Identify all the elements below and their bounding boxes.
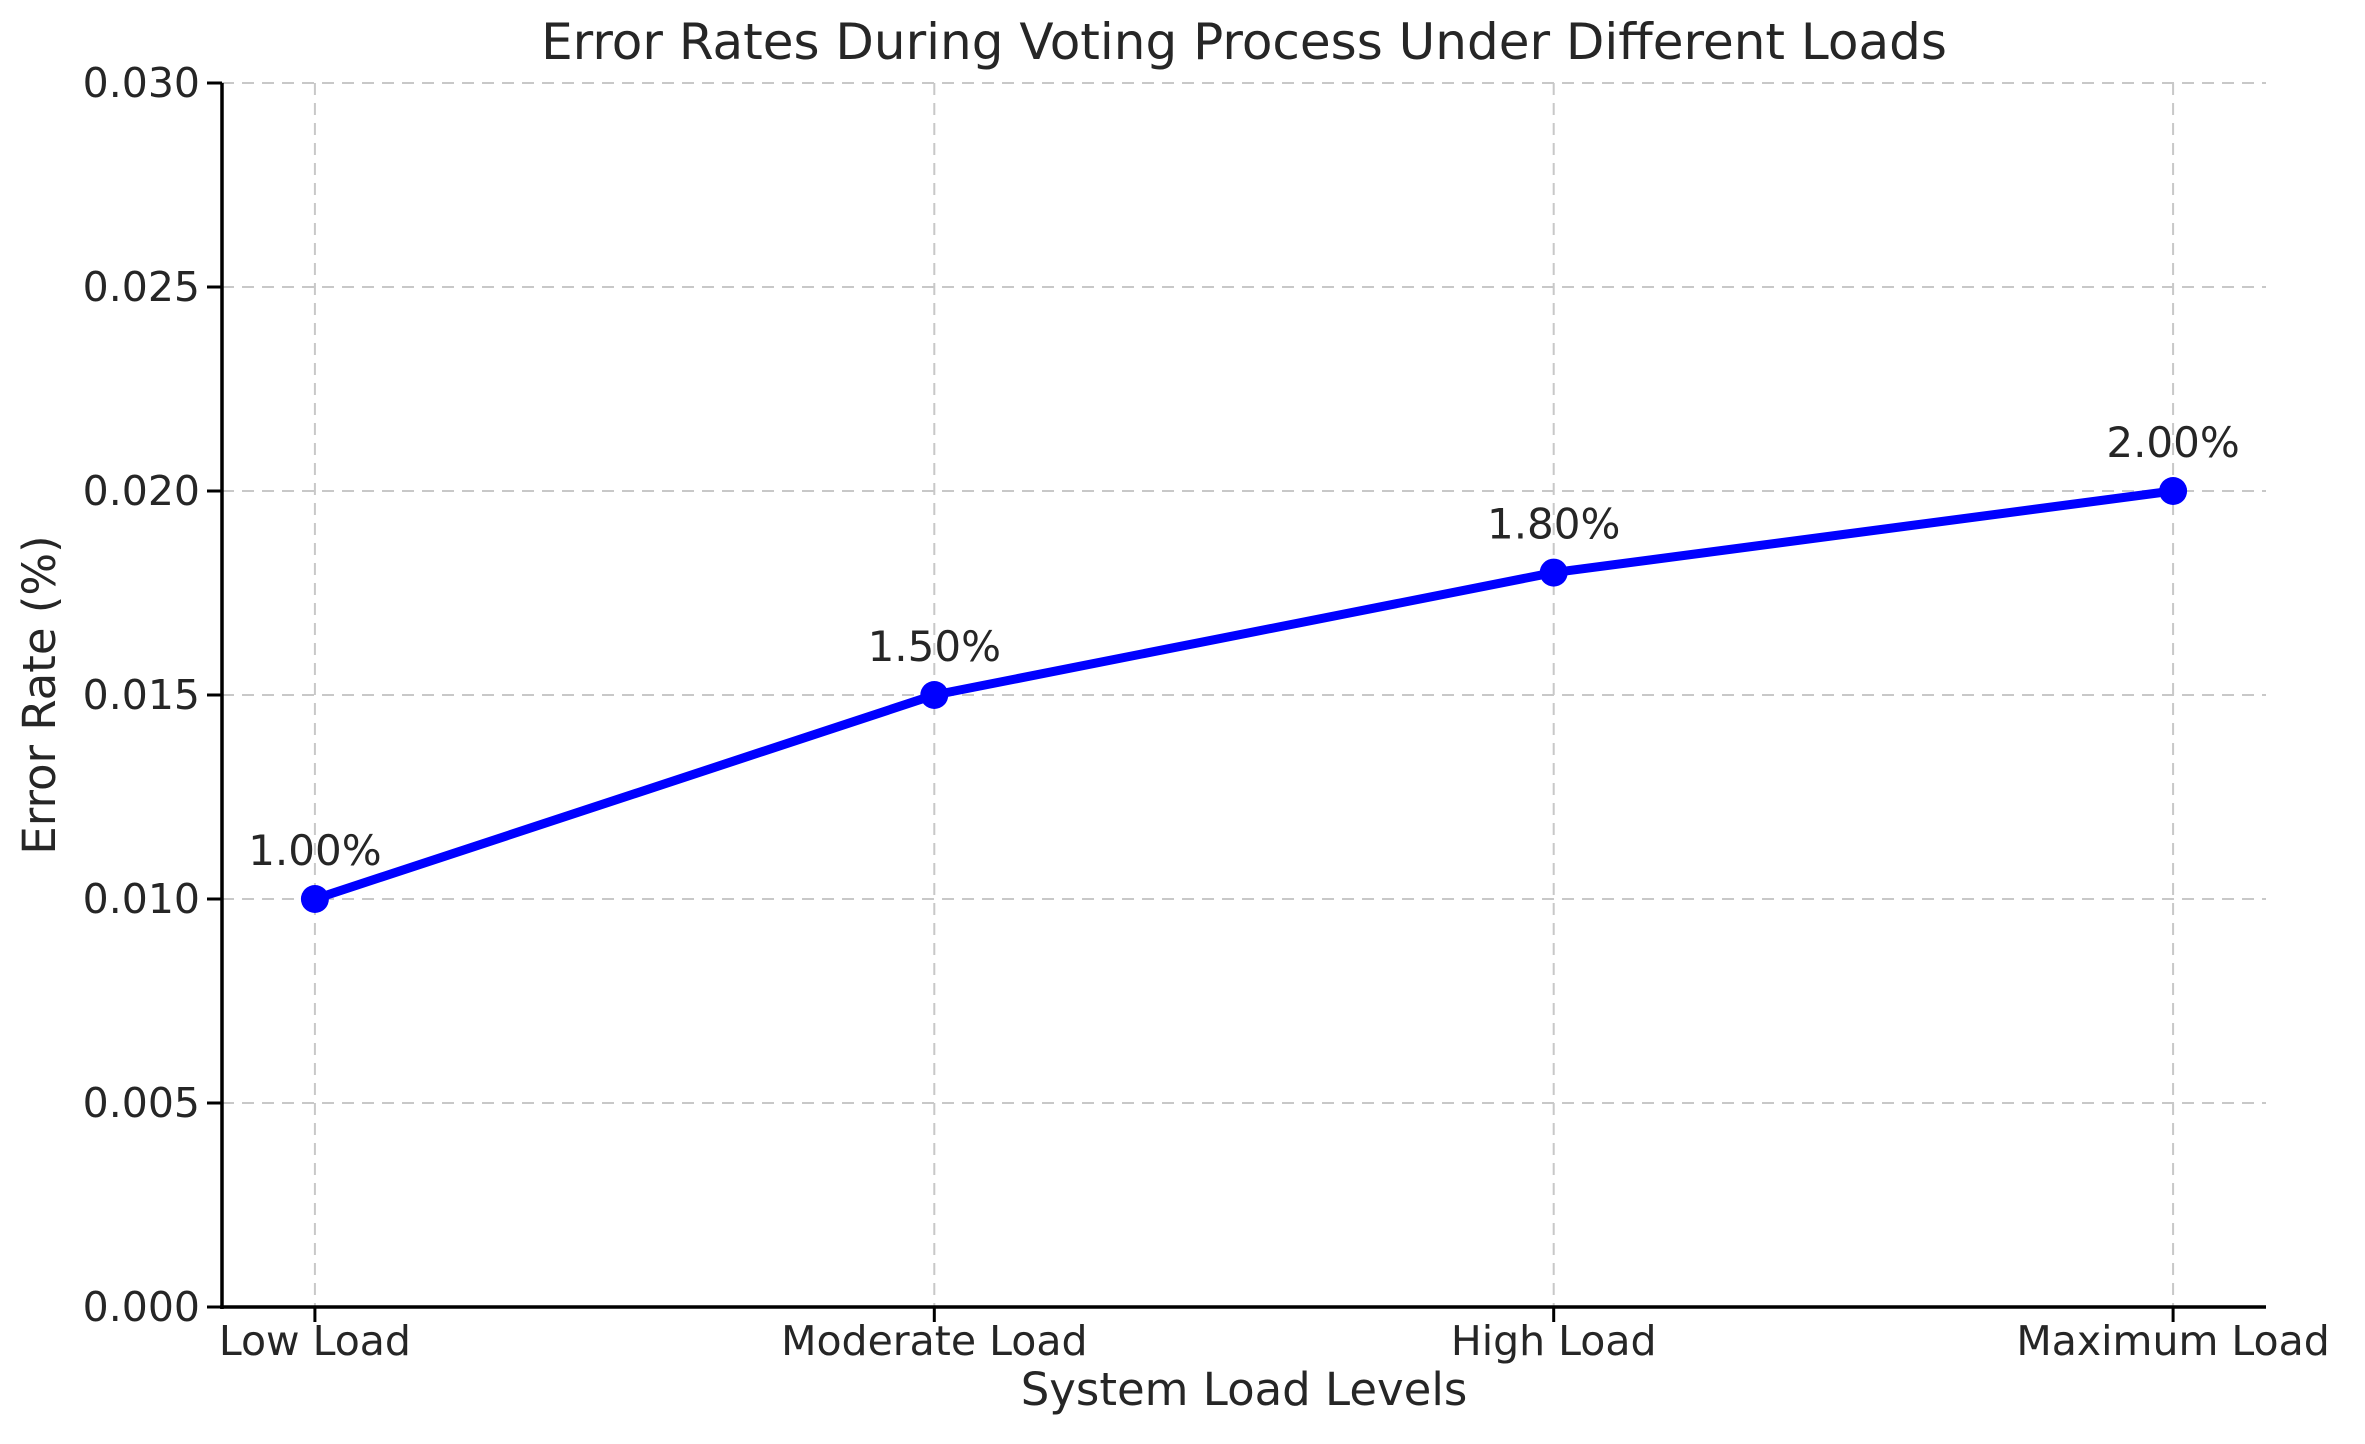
data-point [920, 681, 949, 709]
x-axis-ticks [313, 1307, 2175, 1322]
data-point-markers [300, 477, 2188, 913]
point-label: 2.00% [2106, 418, 2239, 467]
y-tick-label: 0.025 [83, 263, 200, 311]
y-tick-label: 0.030 [83, 59, 200, 107]
y-axis-label: Error Rate (%) [13, 535, 66, 854]
x-axis-label: System Load Levels [1021, 1363, 1468, 1416]
y-tick-label: 0.005 [83, 1079, 200, 1127]
chart-title: Error Rates During Voting Process Under … [541, 13, 1947, 71]
y-axis-tick-labels: 0.000 0.005 0.010 0.015 0.020 0.025 0.030 [83, 59, 200, 1331]
y-gridlines [222, 82, 2266, 1308]
y-axis-ticks [207, 81, 222, 1309]
point-label: 1.80% [1487, 500, 1620, 549]
x-tick-label: Maximum Load [2016, 1317, 2329, 1365]
point-label: 1.00% [248, 826, 381, 875]
x-axis-tick-labels: Low Load Moderate Load High Load Maximum Lo… [219, 1317, 2330, 1365]
y-tick-label: 0.000 [83, 1283, 200, 1331]
x-tick-label: High Load [1451, 1317, 1657, 1365]
y-tick-label: 0.010 [83, 875, 200, 923]
y-tick-label: 0.015 [83, 671, 200, 719]
data-point-labels: 1.00% 1.50% 1.80% 2.00% [248, 418, 2240, 875]
series-line [310, 486, 2178, 904]
x-tick-label: Moderate Load [781, 1317, 1087, 1365]
data-point [1539, 558, 1568, 587]
y-tick-label: 0.020 [83, 467, 200, 515]
point-label: 1.50% [868, 622, 1001, 671]
data-point [2159, 477, 2188, 505]
data-point [300, 885, 329, 913]
series-polyline [310, 486, 2178, 904]
x-tick-label: Low Load [219, 1317, 411, 1365]
